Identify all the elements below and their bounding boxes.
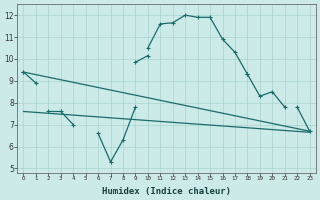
X-axis label: Humidex (Indice chaleur): Humidex (Indice chaleur) bbox=[102, 187, 231, 196]
